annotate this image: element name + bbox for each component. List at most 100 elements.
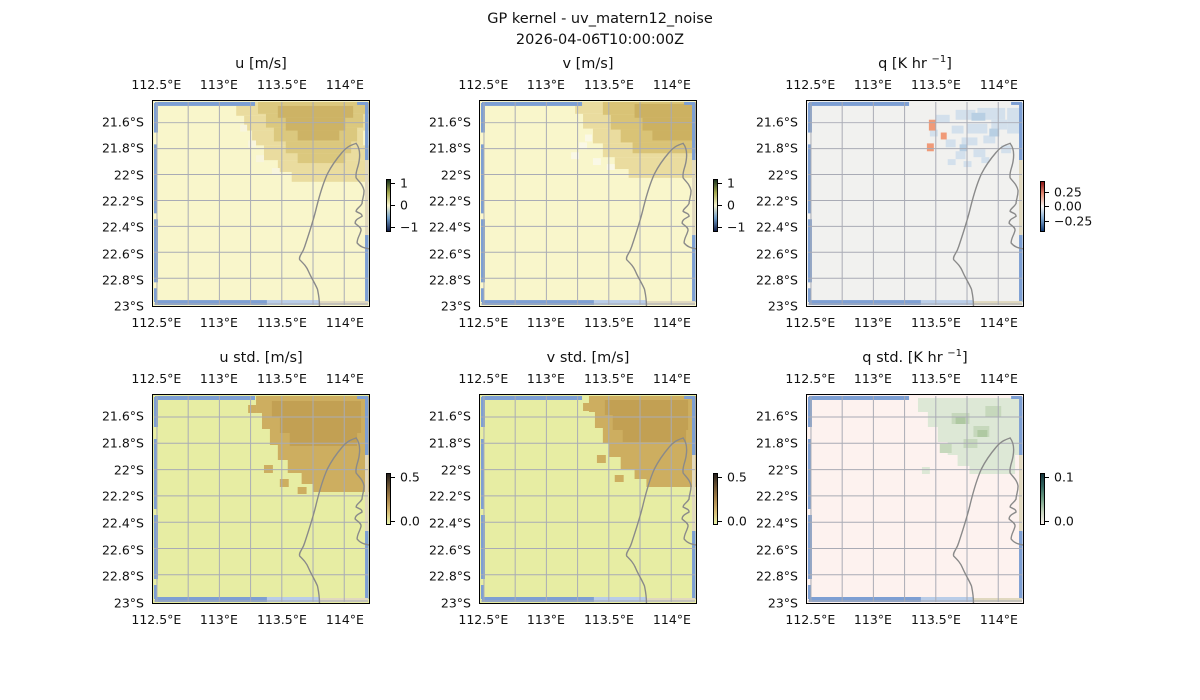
lon-tick-label: 114°E <box>652 371 691 386</box>
lon-tick-label: 114°E <box>979 77 1018 92</box>
y-axis: 21.6°S 21.8°S 22°S 22.2°S 22.4°S 22.6°S 22.8°S… <box>726 100 798 313</box>
lon-tick-label: 114°E <box>979 612 1018 627</box>
lon-tick-label: 113°E <box>199 612 238 627</box>
x-axis-bottom: 112.5°E 113°E 113.5°E 114°E <box>131 315 370 331</box>
lon-tick-label: 113.5°E <box>583 77 634 92</box>
lon-tick-label: 113.5°E <box>583 371 634 386</box>
lon-tick-label: 112.5°E <box>785 612 836 627</box>
lat-tick-label: 22°S <box>767 462 798 478</box>
lat-tick-label: 22.6°S <box>755 246 798 262</box>
lat-tick-label: 23°S <box>113 298 144 314</box>
lat-tick-label: 23°S <box>440 298 471 314</box>
lon-tick-label: 112.5°E <box>131 612 182 627</box>
map-u-std <box>152 394 370 604</box>
lat-tick-label: 22.8°S <box>755 272 798 288</box>
lon-tick-label: 113°E <box>526 315 565 330</box>
colorbar-v: 1 0 −1 <box>713 176 783 235</box>
lat-tick-label: 21.8°S <box>101 140 144 156</box>
map-q <box>806 100 1024 307</box>
colorbar-gradient <box>386 473 391 525</box>
y-axis: 21.6°S 21.8°S 22°S 22.2°S 22.4°S 22.6°S 22.8°S… <box>399 394 471 611</box>
x-axis-top: 112.5°E 113°E 113.5°E 114°E <box>785 371 1024 387</box>
map-u <box>152 100 370 307</box>
lat-tick-label: 22.4°S <box>101 515 144 531</box>
lon-tick-label: 112.5°E <box>785 371 836 386</box>
panel-title: q std. [K hr −1] <box>862 348 968 366</box>
lon-tick-label: 113°E <box>526 371 565 386</box>
lon-tick-label: 113.5°E <box>583 612 634 627</box>
panel-v-std: v std. [m/s] 112.5°E 113°E 113.5°E 114°E 21… <box>429 350 747 627</box>
lon-tick-label: 113°E <box>853 315 892 330</box>
lat-tick-label: 21.6°S <box>755 408 798 424</box>
lon-tick-label: 114°E <box>652 315 691 330</box>
lon-tick-label: 112.5°E <box>458 315 509 330</box>
lat-tick-label: 22.8°S <box>101 568 144 584</box>
panel-title: u std. [m/s] <box>219 349 303 366</box>
lon-tick-label: 112.5°E <box>131 77 182 92</box>
panel-u: u [m/s] 112.5°E 113°E 113.5°E 114°E 21.6°S 2… <box>102 56 418 330</box>
lon-tick-label: 113.5°E <box>256 77 307 92</box>
lat-tick-label: 21.6°S <box>755 114 798 130</box>
colorbar-v-std: 0.5 0.0 <box>713 470 783 529</box>
lon-tick-label: 114°E <box>652 77 691 92</box>
colorbar-q-std: 0.1 0.0 <box>1040 470 1110 529</box>
lat-tick-label: 22.4°S <box>101 219 144 235</box>
lon-tick-label: 113°E <box>526 77 565 92</box>
lon-tick-label: 113°E <box>853 77 892 92</box>
lat-tick-label: 21.8°S <box>755 140 798 156</box>
lon-tick-label: 113°E <box>853 612 892 627</box>
lon-tick-label: 114°E <box>979 371 1018 386</box>
colorbar-u-std: 0.5 0.0 <box>386 470 456 529</box>
lon-tick-label: 113°E <box>199 371 238 386</box>
lon-tick-label: 114°E <box>979 315 1018 330</box>
figure-timestamp: 2026-04-06T10:00:00Z <box>515 32 685 48</box>
y-axis: 21.6°S 21.8°S 22°S 22.2°S 22.4°S 22.6°S 22.8°S… <box>399 100 471 313</box>
x-axis-bottom: 112.5°E 113°E 113.5°E 114°E <box>458 315 697 331</box>
colorbar-gradient <box>386 179 391 232</box>
lon-tick-label: 112.5°E <box>458 371 509 386</box>
lon-tick-label: 112.5°E <box>785 315 836 330</box>
lon-tick-label: 113.5°E <box>256 371 307 386</box>
x-axis-bottom: 112.5°E 113°E 113.5°E 114°E <box>458 612 697 628</box>
map-q-std <box>806 394 1024 604</box>
lat-tick-label: 22.6°S <box>428 246 471 262</box>
panel-title: q [K hr −1] <box>878 54 952 72</box>
lat-tick-label: 22.6°S <box>428 542 471 558</box>
y-axis: 21.6°S 21.8°S 22°S 22.2°S 22.4°S 22.6°S 22.8°S… <box>72 394 144 611</box>
lat-tick-label: 22°S <box>113 462 144 478</box>
lat-tick-label: 22.2°S <box>101 193 144 209</box>
lat-tick-label: 22.6°S <box>101 246 144 262</box>
x-axis-top: 112.5°E 113°E 113.5°E 114°E <box>458 371 697 387</box>
lat-tick-label: 22°S <box>440 462 471 478</box>
lat-tick-label: 22.6°S <box>755 542 798 558</box>
lat-tick-label: 22°S <box>767 167 798 183</box>
lon-tick-label: 113.5°E <box>910 77 961 92</box>
lat-tick-label: 22.2°S <box>755 488 798 504</box>
lat-tick-label: 21.8°S <box>755 435 798 451</box>
x-axis-bottom: 112.5°E 113°E 113.5°E 114°E <box>131 612 370 628</box>
x-axis-top: 112.5°E 113°E 113.5°E 114°E <box>458 77 697 93</box>
lat-tick-label: 23°S <box>440 595 471 611</box>
panel-q: q [K hr −1] 112.5°E 113°E 113.5°E 114°E 21.… <box>756 54 1092 330</box>
colorbar-gradient <box>1040 473 1045 525</box>
lat-tick-label: 21.6°S <box>428 114 471 130</box>
lat-tick-label: 22.4°S <box>755 515 798 531</box>
x-axis-top: 112.5°E 113°E 113.5°E 114°E <box>785 77 1024 93</box>
colorbar-gradient <box>713 473 718 525</box>
lon-tick-label: 113°E <box>199 315 238 330</box>
lon-tick-label: 114°E <box>325 371 364 386</box>
colorbar-gradient <box>1040 181 1045 232</box>
lon-tick-label: 113°E <box>199 77 238 92</box>
lon-tick-label: 113.5°E <box>583 315 634 330</box>
lat-tick-label: 22.2°S <box>101 488 144 504</box>
map-v-std <box>479 394 697 604</box>
lat-tick-label: 22.8°S <box>428 568 471 584</box>
lat-tick-label: 23°S <box>767 595 798 611</box>
lon-tick-label: 113°E <box>853 371 892 386</box>
colorbar-q: 0.25 0.00 −0.25 <box>1040 181 1110 232</box>
lat-tick-label: 22.2°S <box>755 193 798 209</box>
colorbar-gradient <box>713 179 718 232</box>
figure-title: GP kernel - uv_matern12_noise <box>487 11 713 27</box>
lat-tick-label: 21.8°S <box>428 140 471 156</box>
lat-tick-label: 22.2°S <box>428 488 471 504</box>
